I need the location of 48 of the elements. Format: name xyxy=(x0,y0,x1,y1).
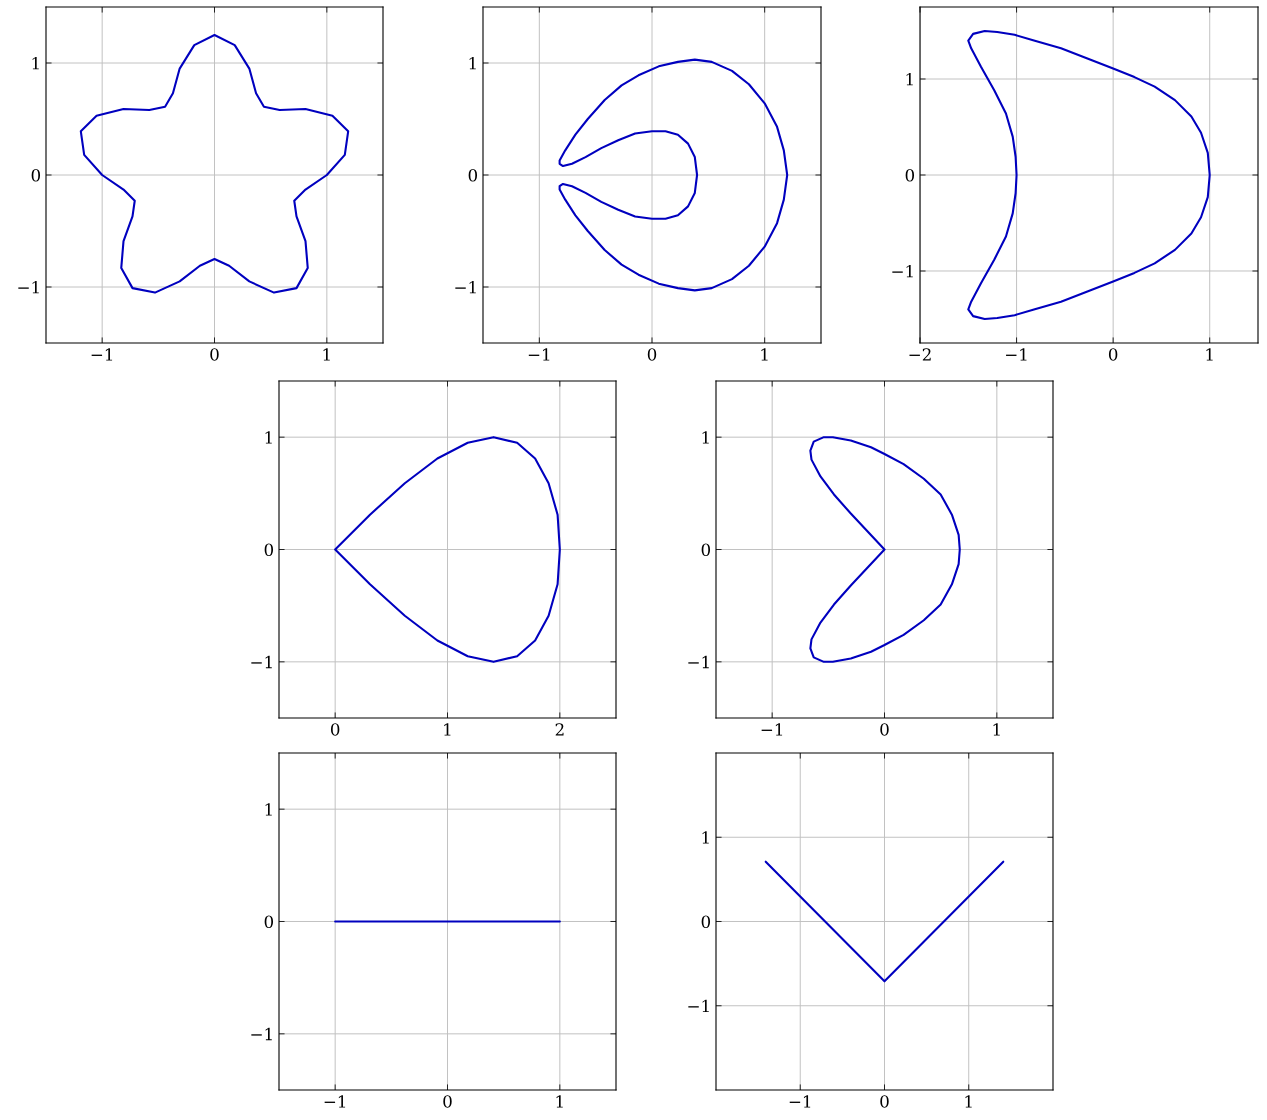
y-tick-label: 1 xyxy=(32,56,39,70)
y-tick-label: 0 xyxy=(905,168,915,182)
y-tick-label: 1 xyxy=(469,56,476,70)
x-tick-label: 0 xyxy=(880,1095,889,1108)
line-series xyxy=(334,436,561,663)
x-tick-label: 0 xyxy=(330,723,340,736)
x-tick-label: 1 xyxy=(1206,348,1213,361)
y-tick-label: 0 xyxy=(468,168,478,182)
x-tick-label: 0 xyxy=(210,348,219,361)
y-tick-label: −1 xyxy=(892,264,913,278)
x-tick-label: 0 xyxy=(1108,348,1118,361)
line-series xyxy=(79,33,350,294)
x-tick-label: 0 xyxy=(443,1095,452,1108)
y-tick-label: 0 xyxy=(31,168,41,182)
y-tick-label: −1 xyxy=(251,655,272,669)
line-series xyxy=(809,436,961,663)
y-tick-label: −1 xyxy=(455,280,476,294)
y-tick-label: 1 xyxy=(265,803,272,816)
x-tick-label: 2 xyxy=(555,723,564,736)
x-tick-label: −1 xyxy=(324,1095,346,1108)
y-tick-label: 0 xyxy=(264,543,274,557)
y-tick-label: 0 xyxy=(701,915,711,929)
y-tick-label: 0 xyxy=(701,543,711,557)
x-tick-label: −1 xyxy=(528,348,550,361)
y-tick-label: 0 xyxy=(264,915,274,929)
y-tick-label: −1 xyxy=(251,1027,272,1041)
line-series xyxy=(967,29,1211,321)
y-tick-label: 1 xyxy=(702,431,709,444)
x-tick-label: −1 xyxy=(789,1095,811,1108)
x-tick-label: −2 xyxy=(909,348,931,361)
y-tick-label: −1 xyxy=(688,999,709,1013)
x-tick-label: −1 xyxy=(1006,348,1027,361)
x-tick-label: −1 xyxy=(761,723,783,736)
y-tick-label: 1 xyxy=(906,72,913,86)
x-tick-label: 1 xyxy=(556,1095,563,1108)
x-tick-label: 1 xyxy=(323,348,330,361)
x-tick-label: 0 xyxy=(647,348,657,361)
x-tick-label: 1 xyxy=(761,348,768,361)
line-series xyxy=(558,58,789,292)
x-tick-label: −1 xyxy=(91,348,113,361)
x-tick-label: 1 xyxy=(444,723,451,736)
y-tick-label: −1 xyxy=(688,655,709,669)
x-tick-label: 1 xyxy=(965,1095,972,1108)
x-tick-label: 0 xyxy=(880,723,889,736)
y-tick-label: 1 xyxy=(265,431,272,444)
y-tick-label: 1 xyxy=(702,831,709,844)
x-tick-label: 1 xyxy=(993,723,1000,736)
y-tick-label: −1 xyxy=(18,280,39,294)
